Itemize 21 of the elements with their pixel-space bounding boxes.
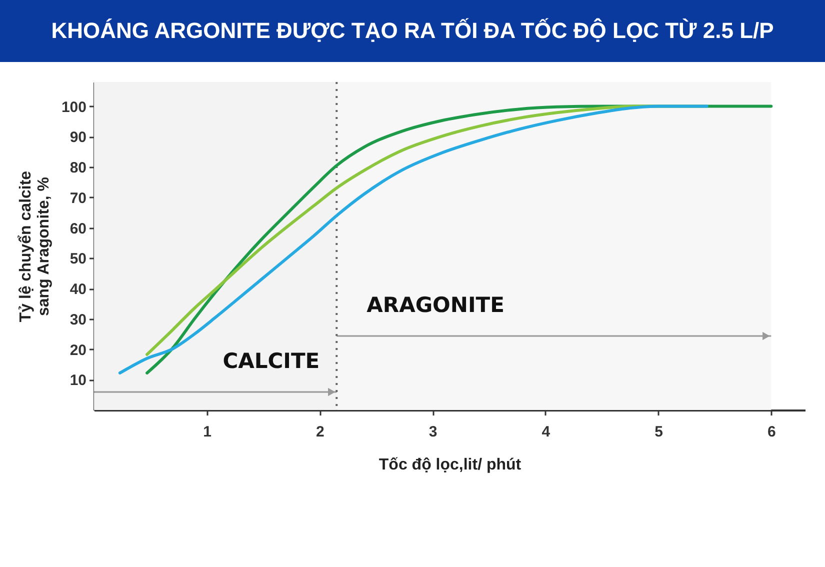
y-tick-label: 50: [70, 250, 86, 268]
x-axis-title: Tốc độ lọc,lit/ phút: [378, 456, 522, 474]
y-tick-label: 60: [70, 220, 86, 238]
x-tick-label: 3: [428, 424, 438, 440]
band-label: ARAGONITE: [366, 293, 504, 317]
y-tick-label: 90: [70, 129, 86, 146]
x-tick-label: 2: [316, 424, 324, 440]
y-tick-label: 70: [70, 190, 86, 207]
y-tick-label: 40: [70, 281, 86, 298]
band-label: CALCITE: [222, 349, 320, 373]
y-tick-label: 30: [70, 311, 86, 328]
y-axis-title: Tỷ lệ chuyển calcite sang Aragonite, %: [17, 170, 52, 322]
y-tick-label: 20: [70, 342, 86, 359]
y-tick-label: 80: [70, 160, 86, 177]
y-tick-label: 100: [61, 98, 86, 116]
chart-title: KHOÁNG ARGONITE ĐƯỢC TẠO RA TỐI ĐA TỐC ĐỘ LỌC TỪ 2.5 L/P: [51, 18, 774, 43]
y-tick-label: 10: [70, 372, 86, 390]
x-tick-label: 5: [654, 424, 663, 440]
x-tick-label: 6: [767, 424, 776, 440]
x-tick-label: 1: [203, 424, 212, 440]
x-tick-label: 4: [542, 424, 551, 440]
